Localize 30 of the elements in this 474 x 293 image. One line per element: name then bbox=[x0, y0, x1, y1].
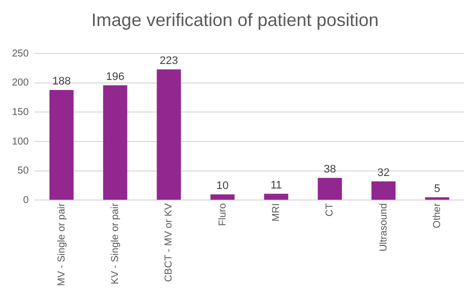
data-label: 196 bbox=[106, 70, 124, 83]
y-tick-label: 250 bbox=[12, 48, 30, 60]
x-tick-label: KV - Single or pair bbox=[110, 202, 121, 284]
bar bbox=[103, 85, 128, 200]
chart-title: Image verification of patient position bbox=[91, 10, 379, 30]
y-tick-label: 150 bbox=[12, 106, 30, 118]
x-tick-label: MV - Single or pair bbox=[56, 202, 68, 286]
bar bbox=[210, 194, 235, 200]
x-tick-label: Ultrasound bbox=[378, 203, 390, 252]
y-tick-label: 100 bbox=[12, 136, 30, 148]
bar bbox=[156, 69, 181, 200]
x-tick-label: MRI bbox=[270, 203, 282, 222]
x-tick-label: Other bbox=[432, 202, 443, 228]
data-label: 10 bbox=[216, 180, 229, 192]
bar bbox=[49, 90, 74, 200]
bar bbox=[318, 178, 342, 200]
bar bbox=[371, 181, 396, 200]
x-tick-label: Fluro bbox=[217, 202, 228, 226]
data-label: 223 bbox=[160, 54, 178, 67]
data-label: 38 bbox=[324, 163, 336, 176]
data-label: 5 bbox=[434, 182, 440, 195]
y-tick-label: 50 bbox=[18, 166, 30, 177]
data-label: 11 bbox=[270, 179, 282, 192]
x-tick-label: CT bbox=[324, 203, 336, 217]
data-label: 32 bbox=[377, 166, 390, 179]
x-tick-label: CBCT - MV or KV bbox=[164, 202, 175, 282]
y-tick-label: 200 bbox=[12, 78, 30, 89]
data-label: 188 bbox=[52, 75, 71, 88]
y-tick-label: 0 bbox=[23, 194, 30, 206]
bar bbox=[264, 194, 288, 200]
